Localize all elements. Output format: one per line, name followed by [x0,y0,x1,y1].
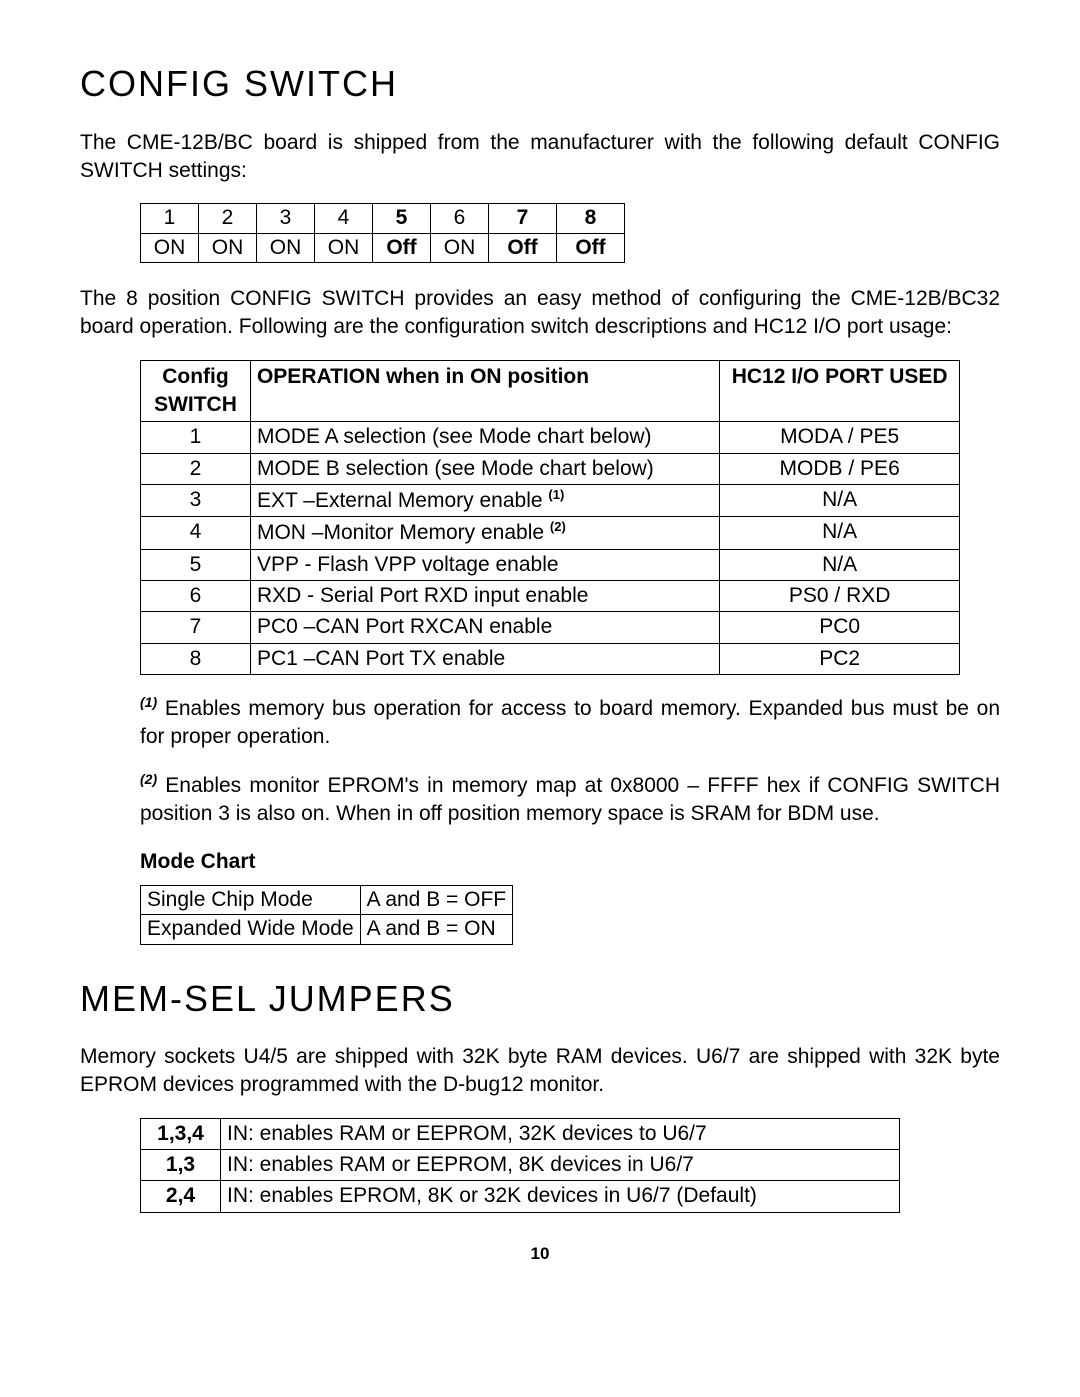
value-cell: ON [199,233,257,262]
value-cell: Off [373,233,431,262]
table-row: 3 EXT –External Memory enable (1) N/A [141,485,960,517]
value-cell: ON [257,233,315,262]
value-cell: ON [315,233,373,262]
switch-cell: 3 [141,485,251,517]
jumper-desc-cell: IN: enables RAM or EEPROM, 32K devices t… [221,1118,900,1149]
jumper-desc-cell: IN: enables RAM or EEPROM, 8K devices in… [221,1150,900,1181]
value-cell: Off [557,233,625,262]
section-title-mem-sel: MEM-SEL JUMPERS [80,975,1000,1024]
mode-chart-table: Single Chip Mode A and B = OFF Expanded … [140,885,513,945]
switch-cell: 4 [141,517,251,549]
header-cell: Config SWITCH [141,360,251,422]
table-row: 6 RXD - Serial Port RXD input enable PS0… [141,581,960,612]
table-row: 4 MON –Monitor Memory enable (2) N/A [141,517,960,549]
table-header-row: Config SWITCH OPERATION when in ON posit… [141,360,960,422]
table-row: Expanded Wide Mode A and B = ON [141,915,513,944]
table-row: 5 VPP - Flash VPP voltage enable N/A [141,549,960,580]
jumper-cell: 1,3,4 [141,1118,221,1149]
footnote-1: (1) Enables memory bus operation for acc… [140,693,1000,752]
jumper-cell: 2,4 [141,1181,221,1212]
mode-cell: A and B = ON [360,915,512,944]
header-cell: 1 [141,204,199,233]
op-cell: VPP - Flash VPP voltage enable [250,549,719,580]
switch-cell: 5 [141,549,251,580]
page-number: 10 [80,1243,1000,1266]
table-row: 2 MODE B selection (see Mode chart below… [141,453,960,484]
op-cell: EXT –External Memory enable (1) [250,485,719,517]
port-cell: MODA / PE5 [720,422,960,453]
table-row: 1 MODE A selection (see Mode chart below… [141,422,960,453]
mode-cell: A and B = OFF [360,885,512,914]
port-cell: PS0 / RXD [720,581,960,612]
switch-cell: 8 [141,643,251,674]
mode-cell: Single Chip Mode [141,885,361,914]
port-cell: N/A [720,485,960,517]
mode-chart-heading: Mode Chart [140,848,1000,876]
section-title-config-switch: CONFIG SWITCH [80,60,1000,109]
header-cell: 4 [315,204,373,233]
header-cell: 5 [373,204,431,233]
mem-sel-intro-text: Memory sockets U4/5 are shipped with 32K… [80,1043,1000,1100]
header-cell: HC12 I/O PORT USED [720,360,960,422]
op-cell: MODE B selection (see Mode chart below) [250,453,719,484]
op-cell: MON –Monitor Memory enable (2) [250,517,719,549]
jumper-desc-cell: IN: enables EPROM, 8K or 32K devices in … [221,1181,900,1212]
table-row: 7 PC0 –CAN Port RXCAN enable PC0 [141,612,960,643]
table-row: 2,4 IN: enables EPROM, 8K or 32K devices… [141,1181,900,1212]
jumper-table: 1,3,4 IN: enables RAM or EEPROM, 32K dev… [140,1118,900,1213]
port-cell: PC2 [720,643,960,674]
op-cell: PC1 –CAN Port TX enable [250,643,719,674]
header-cell: 6 [431,204,489,233]
mode-cell: Expanded Wide Mode [141,915,361,944]
table-row: Single Chip Mode A and B = OFF [141,885,513,914]
table-row: 1,3 IN: enables RAM or EEPROM, 8K device… [141,1150,900,1181]
header-cell: 2 [199,204,257,233]
jumper-cell: 1,3 [141,1150,221,1181]
value-cell: Off [489,233,557,262]
switch-cell: 7 [141,612,251,643]
header-cell: 7 [489,204,557,233]
value-cell: ON [141,233,199,262]
port-cell: MODB / PE6 [720,453,960,484]
config-desc-text: The 8 position CONFIG SWITCH provides an… [80,285,1000,342]
op-cell: PC0 –CAN Port RXCAN enable [250,612,719,643]
switch-cell: 1 [141,422,251,453]
port-cell: N/A [720,517,960,549]
table-row: ON ON ON ON Off ON Off Off [141,233,625,262]
switch-cell: 2 [141,453,251,484]
switch-cell: 6 [141,581,251,612]
op-cell: RXD - Serial Port RXD input enable [250,581,719,612]
value-cell: ON [431,233,489,262]
port-cell: PC0 [720,612,960,643]
footnote-2: (2) Enables monitor EPROM's in memory ma… [140,770,1000,829]
config-switch-table: Config SWITCH OPERATION when in ON posit… [140,360,960,675]
table-row: 8 PC1 –CAN Port TX enable PC2 [141,643,960,674]
table-row: 1 2 3 4 5 6 7 8 [141,204,625,233]
port-cell: N/A [720,549,960,580]
header-cell: 3 [257,204,315,233]
header-cell: 8 [557,204,625,233]
header-cell: OPERATION when in ON position [250,360,719,422]
op-cell: MODE A selection (see Mode chart below) [250,422,719,453]
switch-defaults-table: 1 2 3 4 5 6 7 8 ON ON ON ON Off ON Off O… [140,203,625,263]
table-row: 1,3,4 IN: enables RAM or EEPROM, 32K dev… [141,1118,900,1149]
config-intro-text: The CME-12B/BC board is shipped from the… [80,129,1000,186]
